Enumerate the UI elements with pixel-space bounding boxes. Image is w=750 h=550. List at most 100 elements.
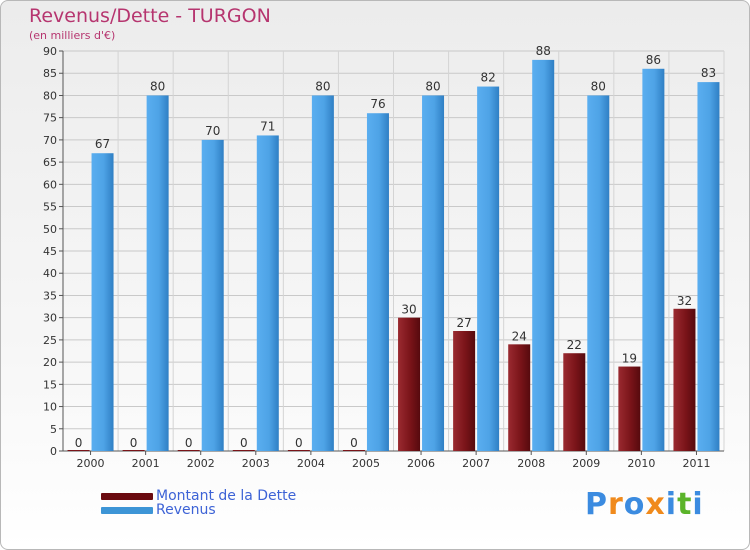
ytick-label-55: 55 [43, 201, 57, 214]
bar-revenus-2011 [697, 82, 720, 451]
xtick-label-2007: 2007 [462, 457, 490, 470]
legend-item-revenus: Revenus [101, 502, 216, 518]
logo-letter: x [645, 487, 666, 522]
bar-revenus-2010 [642, 68, 665, 452]
data-label-dette-2006: 30 [401, 303, 416, 317]
logo-letter: i [692, 487, 704, 522]
bar-revenus-2003 [256, 135, 279, 451]
xtick-label-2011: 2011 [682, 457, 710, 470]
logo-letter: i [665, 487, 678, 522]
bars [67, 59, 720, 452]
bar-revenus-2008 [532, 59, 555, 452]
legend-label-revenus: Revenus [156, 502, 216, 518]
data-label-revenus-2004: 80 [315, 79, 330, 93]
bar-revenus-2000 [91, 153, 114, 451]
chart-title: Revenus/Dette - TURGON [29, 5, 271, 27]
xtick-label-2004: 2004 [297, 457, 325, 470]
axes: 0 5 10 15 20 25 30 35 40 45 50 55 60 65 70 75 80 85 90 2000… [43, 45, 724, 470]
data-label-dette-2000: 0 [75, 436, 83, 450]
data-label-dette-2010: 19 [622, 352, 637, 366]
ytick-label-70: 70 [43, 134, 57, 147]
bar-revenus-2007 [477, 86, 500, 452]
bar-dette-2008 [508, 344, 531, 451]
bar-dette-2007 [453, 331, 476, 451]
ytick-label-35: 35 [43, 289, 57, 302]
ytick-label-75: 75 [43, 112, 57, 125]
bar-dette-2000 [67, 450, 90, 451]
xtick-label-2008: 2008 [517, 457, 545, 470]
bar-revenus-2002 [201, 139, 224, 451]
xtick-label-2009: 2009 [572, 457, 600, 470]
data-label-dette-2007: 27 [456, 316, 471, 330]
legend-swatch-dette [101, 492, 153, 500]
bar-dette-2003 [232, 450, 255, 451]
ytick-label-60: 60 [43, 178, 57, 191]
data-labels: 0 67 0 80 0 70 0 71 0 80 0 76 30 80 27 82 24 88 22 80 19 86 32… [75, 44, 716, 450]
data-label-revenus-2003: 71 [260, 119, 275, 133]
bar-dette-2005 [342, 450, 365, 451]
data-label-revenus-2006: 80 [425, 79, 440, 93]
data-label-revenus-2010: 86 [646, 53, 661, 67]
data-label-dette-2011: 32 [677, 294, 692, 308]
xtick-label-2000: 2000 [77, 457, 105, 470]
ytick-label-90: 90 [43, 45, 57, 58]
legend-swatch-revenus [101, 506, 153, 514]
data-label-dette-2003: 0 [240, 436, 248, 450]
chart-subtitle: (en milliers d'€) [29, 29, 116, 42]
data-label-dette-2005: 0 [350, 436, 358, 450]
legend-item-dette: Montant de la Dette [101, 488, 297, 504]
ytick-label-45: 45 [43, 245, 57, 258]
data-label-revenus-2008: 88 [536, 44, 551, 58]
bar-revenus-2006 [422, 95, 445, 451]
bar-dette-2010 [618, 366, 641, 451]
data-label-revenus-2005: 76 [370, 97, 385, 111]
bar-revenus-2009 [587, 95, 610, 451]
logo-letter: t [677, 487, 693, 522]
ytick-label-30: 30 [43, 312, 57, 325]
logo-letter: r [608, 487, 624, 522]
proxiti-logo: Proxiti [585, 487, 704, 522]
bar-dette-2002 [177, 450, 200, 451]
ytick-label-80: 80 [43, 89, 57, 102]
xtick-label-2006: 2006 [407, 457, 435, 470]
data-label-revenus-2009: 80 [591, 79, 606, 93]
xtick-label-2002: 2002 [187, 457, 215, 470]
ytick-label-0: 0 [50, 445, 57, 458]
data-label-revenus-2002: 70 [205, 124, 220, 138]
xtick-label-2005: 2005 [352, 457, 380, 470]
ytick-label-50: 50 [43, 223, 57, 236]
xtick-label-2010: 2010 [627, 457, 655, 470]
bar-dette-2004 [287, 450, 310, 451]
logo-letter: o [623, 487, 646, 522]
data-label-dette-2001: 0 [130, 436, 138, 450]
ytick-label-40: 40 [43, 267, 57, 280]
ytick-label-85: 85 [43, 67, 57, 80]
ytick-label-10: 10 [43, 401, 57, 414]
xtick-label-2001: 2001 [132, 457, 160, 470]
ytick-label-5: 5 [50, 423, 57, 436]
xtick-label-2003: 2003 [242, 457, 270, 470]
data-label-dette-2008: 24 [512, 329, 527, 343]
data-label-revenus-2011: 83 [701, 66, 716, 80]
data-label-dette-2002: 0 [185, 436, 193, 450]
data-label-revenus-2007: 82 [480, 71, 495, 85]
legend-label-dette: Montant de la Dette [156, 488, 297, 504]
bar-dette-2001 [122, 450, 145, 451]
data-label-dette-2004: 0 [295, 436, 303, 450]
ytick-label-20: 20 [43, 356, 57, 369]
ytick-label-15: 15 [43, 378, 57, 391]
bar-revenus-2001 [146, 95, 169, 451]
ytick-label-65: 65 [43, 156, 57, 169]
logo-letter: P [585, 487, 608, 522]
bar-dette-2009 [563, 353, 586, 451]
bar-dette-2011 [673, 308, 696, 451]
data-label-dette-2009: 22 [567, 338, 582, 352]
bar-dette-2006 [398, 317, 421, 451]
bar-revenus-2005 [366, 113, 389, 451]
data-label-revenus-2000: 67 [95, 137, 110, 151]
data-label-revenus-2001: 80 [150, 79, 165, 93]
bar-revenus-2004 [311, 95, 334, 451]
ytick-label-25: 25 [43, 334, 57, 347]
